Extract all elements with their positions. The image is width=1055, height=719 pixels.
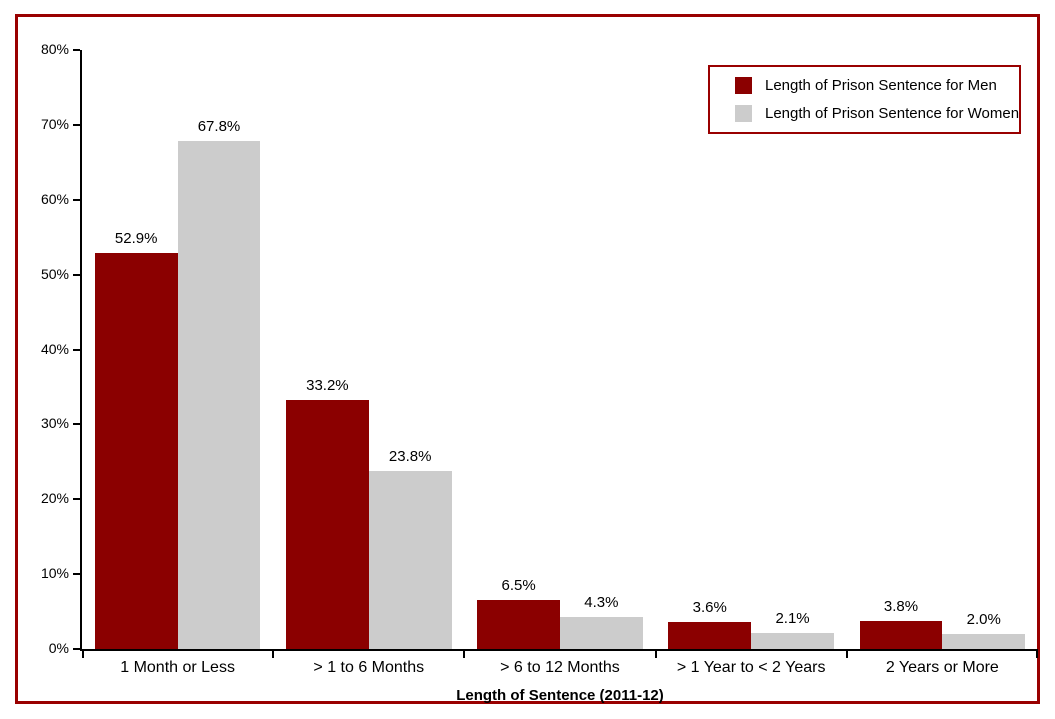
bar-value-label: 3.8% xyxy=(883,597,919,615)
bar-women: 2.1% xyxy=(751,610,834,649)
y-axis-tick-label: 0% xyxy=(48,640,69,656)
category-group: 6.5% 4.3% xyxy=(464,50,655,649)
bar-value-label: 4.3% xyxy=(584,593,619,611)
x-axis-tick xyxy=(654,651,657,658)
y-axis-tick xyxy=(73,498,80,501)
y-axis-tick xyxy=(73,49,80,51)
category-group: 33.2% 23.8% xyxy=(273,50,464,649)
bar-value-label: 52.9% xyxy=(114,229,158,247)
bar-women: 2.0% xyxy=(942,611,1026,649)
y-axis-tick xyxy=(73,198,80,201)
category-group: 52.9% 67.8% xyxy=(82,50,273,649)
bar-men: 3.6% xyxy=(668,599,752,649)
bar-value-label: 67.8% xyxy=(197,118,241,136)
bar-men: 33.2% xyxy=(286,377,369,649)
legend-swatch-men xyxy=(735,77,752,95)
bar-value-label: 2.1% xyxy=(775,610,810,628)
y-axis-tick xyxy=(73,648,80,650)
bar-men: 6.5% xyxy=(477,577,560,649)
category-group: 3.8% 2.0% xyxy=(847,50,1038,649)
x-category-label: > 1 Year to < 2 Years xyxy=(676,659,826,676)
x-axis-labels: 1 Month or Less > 1 to 6 Months > 6 to 12 … xyxy=(82,659,1038,677)
y-axis-tick xyxy=(73,423,80,426)
chart-frame: 52.9% 67.8% 33.2% 23.8% 6.5% 4.3% 3.6% 2.1% 3.8%… xyxy=(15,14,1040,704)
x-axis-tick xyxy=(272,651,275,658)
y-axis-tick-label: 20% xyxy=(40,490,69,507)
bar-value-label: 33.2% xyxy=(306,377,349,395)
plot-area: 52.9% 67.8% 33.2% 23.8% 6.5% 4.3% 3.6% 2.1% 3.8%… xyxy=(41,41,1038,704)
y-axis-tick xyxy=(73,123,80,126)
bar-women: 67.8% xyxy=(177,118,261,649)
x-axis-tick xyxy=(82,651,84,658)
bar-groups: 52.9% 67.8% 33.2% 23.8% 6.5% 4.3% 3.6% 2.1% 3.8%… xyxy=(82,50,1038,649)
y-axis-tick-label: 40% xyxy=(40,340,69,357)
y-axis-tick-label: 80% xyxy=(40,41,69,57)
bar-value-label: 6.5% xyxy=(501,577,536,595)
x-axis-tick xyxy=(463,651,466,658)
y-axis-tick-label: 60% xyxy=(40,190,69,207)
legend-swatch-women xyxy=(735,104,752,122)
x-category-label: 1 Month or Less xyxy=(120,659,235,676)
legend-label: Length of Prison Sentence for Men xyxy=(765,77,997,95)
bar-women: 4.3% xyxy=(559,594,643,649)
y-axis-tick-label: 70% xyxy=(40,115,69,132)
bar-value-label: 3.6% xyxy=(692,599,727,617)
bar-men: 3.8% xyxy=(859,598,943,649)
x-axis-tick xyxy=(1036,651,1038,658)
y-axis-tick xyxy=(73,573,80,576)
x-category-label: > 1 to 6 Months xyxy=(313,659,425,676)
bar-women: 23.8% xyxy=(368,448,452,649)
category-group: 3.6% 2.1% xyxy=(656,50,847,649)
bar-value-label: 2.0% xyxy=(966,611,1001,629)
legend-item: Length of Prison Sentence for Men xyxy=(735,77,1019,95)
legend: Length of Prison Sentence for Men Length … xyxy=(708,65,1021,134)
legend-item: Length of Prison Sentence for Women xyxy=(735,104,1020,122)
bar-men: 52.9% xyxy=(94,230,178,649)
x-category-label: > 6 to 12 Months xyxy=(500,659,620,676)
bar-value-label: 23.8% xyxy=(388,447,432,465)
y-axis-tick-label: 30% xyxy=(40,415,69,432)
y-axis-tick-label: 10% xyxy=(40,565,69,582)
x-category-label: 2 Years or More xyxy=(885,659,999,676)
x-axis-title: Length of Sentence (2011-12) xyxy=(456,687,664,704)
y-axis-tick xyxy=(73,348,80,351)
legend-label: Length of Prison Sentence for Women xyxy=(765,104,1020,122)
y-axis-tick xyxy=(73,273,80,276)
x-axis-tick xyxy=(845,651,848,658)
y-axis-tick-label: 50% xyxy=(40,265,69,282)
